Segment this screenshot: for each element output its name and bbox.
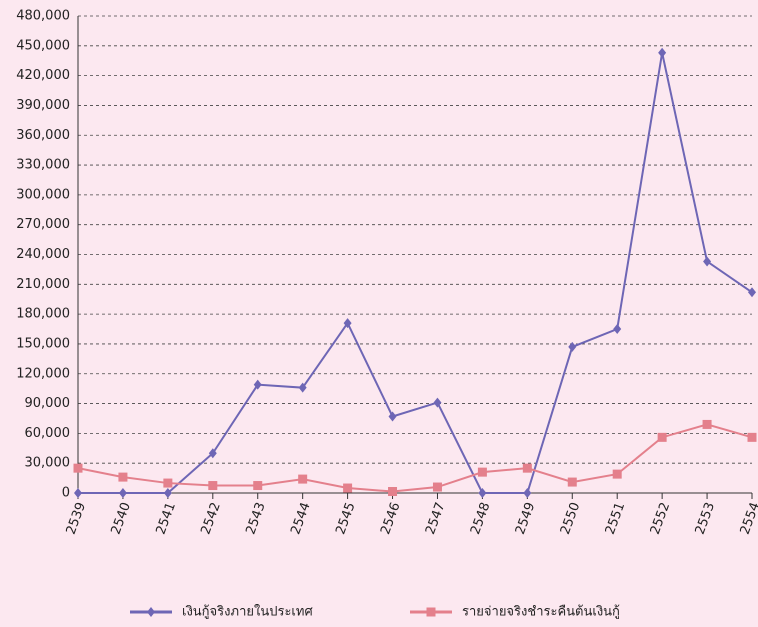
data-point — [703, 256, 712, 267]
y-tick-label: 30,000 — [25, 456, 71, 471]
data-point — [343, 318, 352, 329]
y-tick-label: 270,000 — [16, 217, 70, 232]
y-tick-label: 0 — [62, 486, 70, 501]
x-tick-label: 2543 — [243, 500, 268, 536]
data-point — [568, 341, 577, 352]
data-point — [748, 287, 756, 298]
x-tick-label: 2550 — [558, 500, 583, 536]
data-point — [567, 477, 577, 487]
data-point — [208, 448, 217, 459]
data-point — [73, 463, 83, 473]
x-tick-label: 2551 — [603, 500, 628, 536]
x-tick-label: 2542 — [198, 500, 223, 536]
x-tick-label: 2540 — [109, 500, 134, 536]
data-point — [432, 482, 442, 492]
data-point — [747, 432, 757, 442]
x-tick-label: 2553 — [693, 500, 718, 536]
x-tick-label: 2554 — [738, 500, 758, 536]
data-point — [702, 419, 712, 429]
data-point — [388, 487, 398, 497]
data-point — [612, 469, 622, 479]
legend-label: รายจ่ายจริงชำระคืนต้นเงินกู้ — [462, 604, 620, 620]
y-tick-label: 300,000 — [16, 187, 70, 202]
x-tick-label: 2548 — [468, 500, 493, 536]
data-point — [343, 483, 353, 493]
data-point — [477, 467, 487, 477]
x-tick-label: 2539 — [64, 500, 89, 536]
y-tick-label: 450,000 — [16, 38, 70, 53]
data-point — [118, 488, 127, 498]
data-point — [523, 488, 532, 498]
y-tick-label: 90,000 — [25, 396, 71, 411]
data-point — [478, 488, 487, 498]
data-point — [658, 47, 667, 58]
legend-label: เงินกู้จริงภายในประเทศ — [182, 604, 313, 620]
x-tick-label: 2552 — [648, 500, 673, 536]
data-point — [388, 411, 397, 422]
data-point — [657, 432, 667, 442]
data-point — [253, 379, 262, 390]
y-tick-label: 360,000 — [16, 128, 70, 143]
y-tick-label: 120,000 — [16, 366, 70, 381]
data-point — [208, 481, 218, 491]
data-point — [522, 463, 532, 473]
y-tick-label: 240,000 — [16, 247, 70, 262]
y-tick-label: 150,000 — [16, 336, 70, 351]
y-tick-label: 60,000 — [25, 426, 71, 441]
data-point — [118, 472, 128, 482]
legend-marker — [426, 607, 436, 617]
x-tick-label: 2546 — [378, 500, 403, 536]
x-tick-label: 2549 — [513, 500, 538, 536]
data-point — [163, 488, 172, 498]
data-point — [613, 324, 622, 335]
data-point — [253, 481, 263, 491]
series-line — [78, 52, 753, 494]
x-tick-label: 2547 — [423, 500, 448, 536]
y-tick-label: 480,000 — [16, 9, 70, 24]
data-point — [298, 382, 307, 393]
x-tick-label: 2541 — [154, 500, 179, 536]
series-line — [77, 423, 753, 493]
y-tick-label: 180,000 — [16, 307, 70, 322]
data-point — [298, 474, 308, 484]
data-point — [74, 488, 82, 498]
y-tick-label: 420,000 — [16, 68, 70, 83]
data-point — [163, 478, 173, 488]
legend-marker — [147, 607, 155, 617]
x-tick-label: 2545 — [333, 500, 358, 536]
y-tick-label: 330,000 — [16, 158, 70, 173]
data-point — [433, 397, 442, 408]
y-tick-label: 390,000 — [16, 98, 70, 113]
y-tick-label: 210,000 — [16, 277, 70, 292]
x-tick-label: 2544 — [288, 500, 313, 536]
